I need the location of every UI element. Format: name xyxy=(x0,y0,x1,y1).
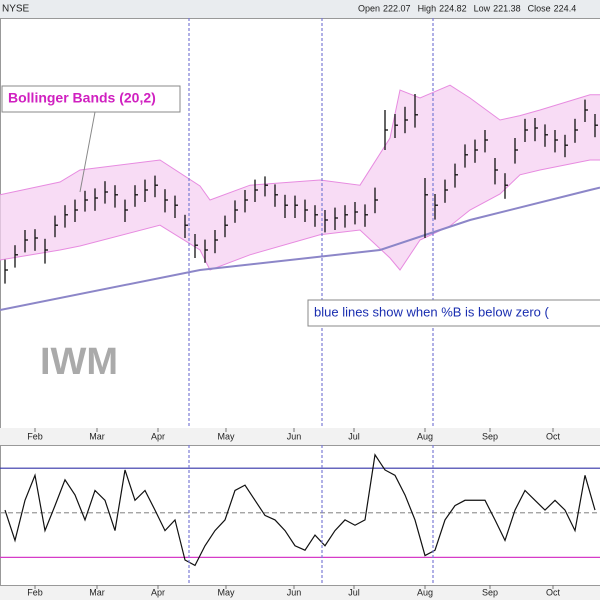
x-tick-label: May xyxy=(217,431,235,441)
pctb-layer xyxy=(0,453,600,567)
x-tick-label: Apr xyxy=(151,431,165,441)
annotation-pointer xyxy=(79,111,96,193)
axis-strip xyxy=(0,586,600,600)
quote-label: High xyxy=(418,3,437,13)
x-tick-label: Oct xyxy=(546,587,561,597)
x-tick-label: Jun xyxy=(287,587,302,597)
quote-value: 224.82 xyxy=(439,3,467,13)
x-tick-label: Jul xyxy=(348,431,360,441)
x-tick-label: Feb xyxy=(27,431,43,441)
header-bar xyxy=(0,0,600,18)
symbol-watermark: IWM xyxy=(40,341,118,383)
quote-label: Close xyxy=(528,3,551,13)
x-tick-label: Jul xyxy=(348,587,360,597)
quote-value: 221.38 xyxy=(493,3,521,13)
x-tick-label: Feb xyxy=(27,587,43,597)
x-tick-label: Mar xyxy=(89,587,105,597)
band-lower xyxy=(0,159,600,271)
band-upper xyxy=(0,84,600,201)
axis-strip xyxy=(0,428,600,445)
pctb-line xyxy=(4,453,596,567)
quote-value: 222.07 xyxy=(383,3,411,13)
annotation: Bollinger Bands (20,2) xyxy=(8,90,156,106)
x-tick-label: Mar xyxy=(89,431,105,441)
x-tick-label: Apr xyxy=(151,587,165,597)
quote-label: Open xyxy=(358,3,380,13)
annotation: blue lines show when %B is below zero ( xyxy=(314,304,550,319)
x-tick-label: Sep xyxy=(482,431,498,441)
x-tick-label: Jun xyxy=(287,431,302,441)
annotation-box xyxy=(1,85,181,113)
annotation-box xyxy=(307,299,600,327)
exchange: NYSE xyxy=(2,4,30,15)
x-tick-label: Aug xyxy=(417,587,433,597)
band-fill xyxy=(0,85,600,270)
quote-label: Low xyxy=(474,3,491,13)
x-tick-label: May xyxy=(217,587,235,597)
x-tick-label: Aug xyxy=(417,431,433,441)
x-tick-label: Sep xyxy=(482,587,498,597)
quote-value: 224.4 xyxy=(554,3,577,13)
x-tick-label: Oct xyxy=(546,431,561,441)
price-layer xyxy=(0,84,600,311)
labels: NYSE Open 222.07 High 224.82 Low 221.38 Close 22… xyxy=(1,3,600,597)
pctb-panel xyxy=(0,445,600,586)
